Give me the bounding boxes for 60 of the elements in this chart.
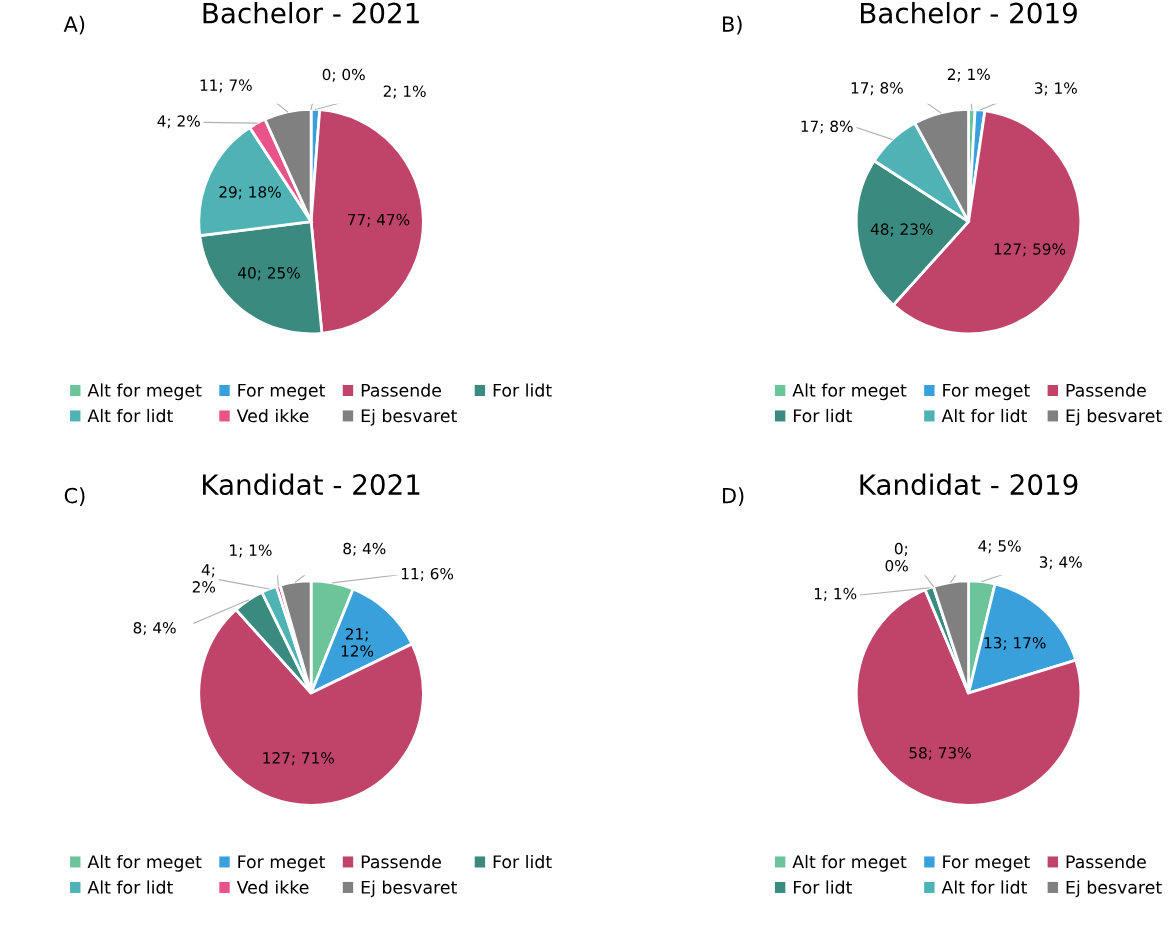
text: 0; 0%: [885, 542, 908, 572]
text: A): [63, 15, 85, 35]
legend-label: For meget: [943, 383, 1030, 401]
data-label: 58; 73%: [909, 747, 971, 761]
chart-title: Bachelor - 2019: [861, 2, 1077, 24]
data-label: 2; 1%: [383, 85, 426, 99]
data-label: 8; 4%: [133, 622, 176, 636]
legend-label: Ved ikke: [236, 880, 309, 894]
legend-label: Alt for lidt: [87, 880, 173, 894]
data-label: 4; 2%: [192, 564, 216, 593]
data-label: 17; 8%: [801, 120, 853, 134]
legend-label: Ej besvaret: [361, 408, 457, 426]
legend-label: Alt for meget: [87, 383, 202, 401]
legend-label: For lidt: [793, 408, 852, 423]
text: C): [64, 487, 85, 506]
text: D): [723, 487, 744, 506]
data-label: 11; 6%: [401, 567, 454, 582]
text: B): [723, 15, 742, 35]
legend-label: For meget: [943, 855, 1030, 872]
data-label: 77; 47%: [348, 213, 410, 227]
chart-title: Kandidat - 2019: [860, 473, 1078, 496]
legend-label: Passende: [1066, 854, 1146, 869]
legend-label: Alt for meget: [792, 383, 907, 401]
data-label: 21; 12%: [341, 628, 374, 657]
legend-label: For lidt: [493, 854, 552, 869]
chart-title: Bachelor - 2021: [203, 2, 419, 24]
data-label: 3; 1%: [1034, 82, 1077, 96]
legend-label: For meget: [238, 383, 325, 401]
legend-label: Passende: [361, 854, 441, 869]
data-label: 3; 4%: [1039, 556, 1082, 570]
data-label: 4; 5%: [978, 540, 1021, 554]
data-label: 1; 1%: [814, 587, 857, 601]
data-label: 4; 2%: [157, 115, 200, 129]
legend-label: For lidt: [793, 880, 852, 894]
legend-label: Alt for lidt: [941, 880, 1027, 894]
legend-label: For meget: [238, 855, 325, 872]
legend-label: Passende: [361, 383, 441, 397]
legend-label: Alt for lidt: [941, 408, 1027, 423]
data-label: 1; 1%: [230, 544, 272, 558]
data-label: 13; 17%: [984, 636, 1046, 651]
legend-label: Ej besvaret: [361, 880, 457, 898]
data-label: 11; 7%: [200, 79, 252, 93]
data-label: 127; 59%: [994, 243, 1066, 257]
data-label: 2; 1%: [947, 68, 990, 82]
text: 0; 0%: [322, 68, 365, 82]
legend-label: For lidt: [493, 383, 552, 397]
data-label: 127; 71%: [263, 752, 334, 766]
data-label: 8; 4%: [343, 542, 386, 556]
data-label: 40; 25%: [238, 267, 300, 281]
legend-label: Alt for lidt: [87, 408, 173, 423]
data-label: 29; 18%: [219, 186, 281, 200]
legend-label: Passende: [1066, 383, 1146, 397]
legend-label: Alt for meget: [87, 854, 202, 872]
chart-title: Kandidat - 2021: [203, 473, 420, 496]
legend-label: Alt for meget: [792, 854, 907, 872]
legend-label: Ved ikke: [236, 408, 309, 423]
data-label: 17; 8%: [851, 82, 903, 96]
legend-label: Ej besvaret: [1066, 880, 1162, 898]
data-label: 48; 23%: [870, 223, 933, 237]
legend-label: Ej besvaret: [1066, 408, 1162, 426]
